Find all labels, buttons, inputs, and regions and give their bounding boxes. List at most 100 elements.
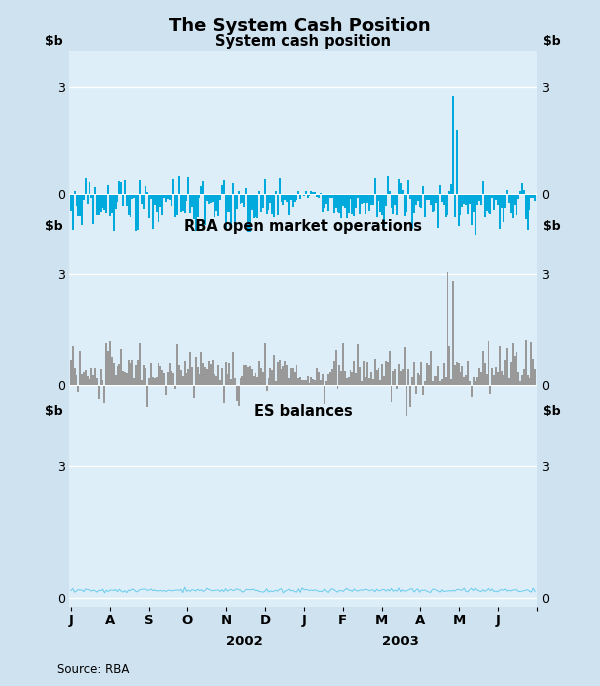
Bar xyxy=(120,348,122,385)
Bar xyxy=(342,343,344,385)
Bar xyxy=(167,194,169,199)
Bar xyxy=(135,365,137,385)
Bar xyxy=(292,368,293,385)
Bar xyxy=(189,194,191,213)
Bar xyxy=(475,194,476,235)
Bar xyxy=(480,194,482,205)
Bar xyxy=(493,194,495,211)
Bar xyxy=(436,376,437,385)
Bar xyxy=(72,346,74,385)
Bar xyxy=(493,375,495,385)
Bar xyxy=(131,194,133,198)
Bar xyxy=(329,194,331,198)
Bar xyxy=(219,194,221,200)
Bar xyxy=(305,380,307,385)
Bar xyxy=(81,374,83,385)
Bar xyxy=(172,372,175,385)
Bar xyxy=(335,194,337,209)
Bar xyxy=(383,377,385,385)
Bar xyxy=(106,343,107,385)
Bar xyxy=(293,194,296,202)
Bar xyxy=(290,368,292,385)
Bar xyxy=(79,351,81,385)
Bar xyxy=(224,362,227,385)
Bar xyxy=(430,351,431,385)
Bar xyxy=(365,194,367,214)
Title: ES balances: ES balances xyxy=(254,404,352,419)
Bar xyxy=(534,194,536,200)
Bar xyxy=(163,194,165,198)
Bar xyxy=(382,364,383,385)
Bar xyxy=(316,368,318,385)
Bar xyxy=(70,194,72,211)
Bar xyxy=(182,376,184,385)
Bar xyxy=(251,194,253,210)
Bar xyxy=(527,375,529,385)
Bar xyxy=(176,194,178,215)
Bar xyxy=(421,362,422,385)
Bar xyxy=(94,187,96,194)
Bar xyxy=(299,377,301,385)
Bar xyxy=(148,194,150,218)
Bar xyxy=(145,368,146,385)
Bar xyxy=(342,194,344,206)
Bar xyxy=(210,194,212,203)
Bar xyxy=(415,194,417,204)
Bar xyxy=(495,367,497,385)
Bar xyxy=(77,194,79,215)
Bar xyxy=(491,194,493,198)
Bar xyxy=(327,374,329,385)
Bar xyxy=(374,178,376,194)
Bar xyxy=(404,347,406,385)
Bar xyxy=(113,194,115,230)
Bar xyxy=(269,368,271,385)
Bar xyxy=(461,194,463,207)
Bar xyxy=(79,194,81,215)
Bar xyxy=(374,359,376,385)
Bar xyxy=(208,194,210,204)
Bar xyxy=(473,377,475,385)
Bar xyxy=(241,194,244,202)
Bar xyxy=(323,194,325,208)
Bar xyxy=(277,362,279,385)
Bar xyxy=(370,372,372,385)
Bar xyxy=(515,194,517,215)
Bar xyxy=(337,385,338,389)
Bar xyxy=(322,194,323,212)
Bar xyxy=(452,96,454,194)
Bar xyxy=(486,374,488,385)
Bar xyxy=(469,381,471,385)
Bar xyxy=(344,371,346,385)
Bar xyxy=(402,370,404,385)
Bar xyxy=(275,381,277,385)
Bar xyxy=(396,385,398,388)
Bar xyxy=(81,194,83,225)
Bar xyxy=(175,194,176,217)
Bar xyxy=(249,366,251,385)
Bar xyxy=(269,194,271,203)
Bar xyxy=(223,385,224,403)
Bar xyxy=(189,352,191,385)
Bar xyxy=(281,368,283,385)
Bar xyxy=(316,194,318,197)
Bar xyxy=(467,362,469,385)
Bar xyxy=(452,281,454,385)
Bar xyxy=(139,343,141,385)
Bar xyxy=(376,370,377,385)
Bar xyxy=(298,191,299,194)
Bar xyxy=(180,370,182,385)
Bar xyxy=(370,194,372,205)
Bar xyxy=(172,179,175,194)
Bar xyxy=(120,182,122,194)
Bar xyxy=(83,372,85,385)
Bar xyxy=(206,194,208,202)
Bar xyxy=(115,375,116,385)
Bar xyxy=(458,363,460,385)
Bar xyxy=(229,363,230,385)
Bar xyxy=(411,194,413,229)
Bar xyxy=(283,366,284,385)
Bar xyxy=(230,379,232,385)
Bar xyxy=(476,194,478,205)
Bar xyxy=(139,180,141,194)
Bar xyxy=(169,363,170,385)
